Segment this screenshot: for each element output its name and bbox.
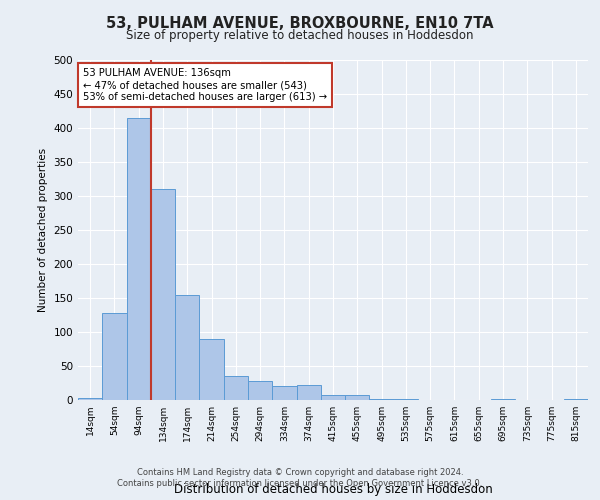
Bar <box>199 339 224 400</box>
Bar <box>272 386 296 400</box>
Bar <box>102 313 127 400</box>
Bar <box>78 398 102 400</box>
X-axis label: Distribution of detached houses by size in Hoddesdon: Distribution of detached houses by size … <box>173 483 493 496</box>
Text: Size of property relative to detached houses in Hoddesdon: Size of property relative to detached ho… <box>126 29 474 42</box>
Bar <box>321 394 345 400</box>
Bar <box>151 189 175 400</box>
Bar <box>127 118 151 400</box>
Bar <box>224 376 248 400</box>
Text: 53 PULHAM AVENUE: 136sqm
← 47% of detached houses are smaller (543)
53% of semi-: 53 PULHAM AVENUE: 136sqm ← 47% of detach… <box>83 68 327 102</box>
Bar <box>175 294 199 400</box>
Text: Contains HM Land Registry data © Crown copyright and database right 2024.
Contai: Contains HM Land Registry data © Crown c… <box>118 468 482 487</box>
Y-axis label: Number of detached properties: Number of detached properties <box>38 148 48 312</box>
Bar <box>345 394 370 400</box>
Bar <box>296 385 321 400</box>
Bar <box>248 381 272 400</box>
Text: 53, PULHAM AVENUE, BROXBOURNE, EN10 7TA: 53, PULHAM AVENUE, BROXBOURNE, EN10 7TA <box>106 16 494 31</box>
